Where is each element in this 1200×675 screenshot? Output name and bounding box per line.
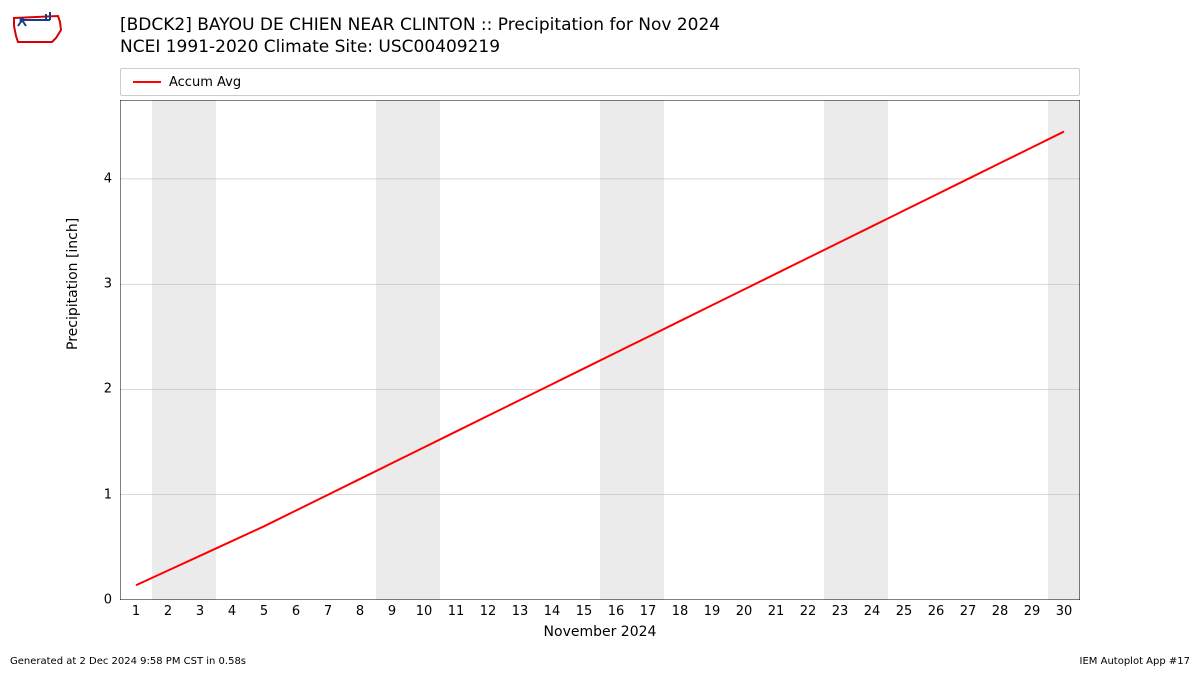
x-tick-label: 9 [388,604,396,619]
x-tick-label: 14 [544,604,561,619]
iem-logo-icon [8,8,68,48]
x-tick-label: 17 [640,604,657,619]
x-tick-label: 22 [800,604,817,619]
footer-app: IEM Autoplot App #17 [1080,656,1190,667]
x-tick-label: 11 [448,604,465,619]
x-tick-label: 23 [832,604,849,619]
legend-swatch [133,81,161,83]
x-tick-label: 18 [672,604,689,619]
x-tick-label: 10 [416,604,433,619]
x-tick-label: 30 [1056,604,1073,619]
y-tick-label: 1 [72,487,112,502]
x-tick-label: 28 [992,604,1009,619]
x-tick-label: 3 [196,604,204,619]
x-tick-label: 1 [132,604,140,619]
x-tick-label: 13 [512,604,529,619]
x-tick-label: 20 [736,604,753,619]
x-tick-label: 21 [768,604,785,619]
legend: Accum Avg [120,68,1080,96]
title-line-2: NCEI 1991-2020 Climate Site: USC00409219 [120,36,720,58]
x-tick-label: 2 [164,604,172,619]
x-tick-label: 5 [260,604,268,619]
x-tick-label: 16 [608,604,625,619]
chart-plot-area [120,100,1080,600]
x-axis-label: November 2024 [120,624,1080,640]
x-tick-label: 24 [864,604,881,619]
x-tick-label: 7 [324,604,332,619]
y-tick-label: 4 [72,171,112,186]
y-tick-label: 3 [72,277,112,292]
x-tick-label: 27 [960,604,977,619]
x-tick-label: 25 [896,604,913,619]
chart-title: [BDCK2] BAYOU DE CHIEN NEAR CLINTON :: P… [120,14,720,58]
y-tick-label: 0 [72,593,112,608]
x-tick-label: 8 [356,604,364,619]
x-tick-label: 6 [292,604,300,619]
x-tick-label: 19 [704,604,721,619]
x-tick-label: 15 [576,604,593,619]
y-tick-label: 2 [72,382,112,397]
x-tick-label: 29 [1024,604,1041,619]
x-tick-label: 12 [480,604,497,619]
legend-label: Accum Avg [169,75,241,90]
x-tick-label: 4 [228,604,236,619]
footer-generated: Generated at 2 Dec 2024 9:58 PM CST in 0… [10,656,246,667]
x-tick-label: 26 [928,604,945,619]
title-line-1: [BDCK2] BAYOU DE CHIEN NEAR CLINTON :: P… [120,14,720,36]
